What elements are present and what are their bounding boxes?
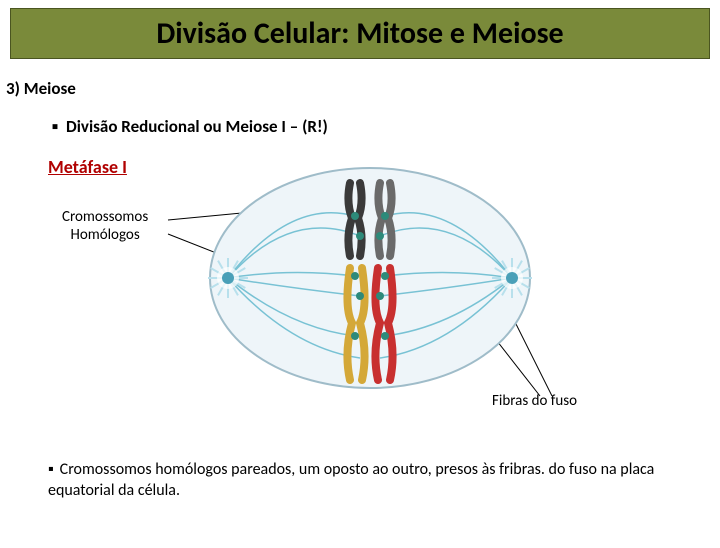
section-heading: 3) Meiose [6,78,76,99]
label-homologous-chromosomes: Cromossomos Homólogos [62,208,148,244]
bullet-text: Divisão Reducional ou Meiose I – (R!) [66,116,328,137]
label-homolog-l2: Homólogos [70,226,139,244]
title-banner: Divisão Celular: Mitose e Meiose [10,8,710,59]
section-number: 3) [6,78,20,99]
phase-label: Metáfase I [48,156,127,178]
metaphase-cell-diagram [200,158,540,398]
section-name: Meiose [24,78,76,99]
bullet-square-icon: ▪ [52,116,58,137]
description-paragraph: ▪Cromossomos homólogos pareados, um opos… [48,460,678,502]
page-title: Divisão Celular: Mitose e Meiose [11,15,709,52]
description-text: Cromossomos homólogos pareados, um opost… [48,460,654,500]
bullet-square-icon: ▪ [48,460,54,479]
bullet-division: ▪ Divisão Reducional ou Meiose I – (R!) [52,116,328,137]
label-homolog-l1: Cromossomos [62,208,148,226]
